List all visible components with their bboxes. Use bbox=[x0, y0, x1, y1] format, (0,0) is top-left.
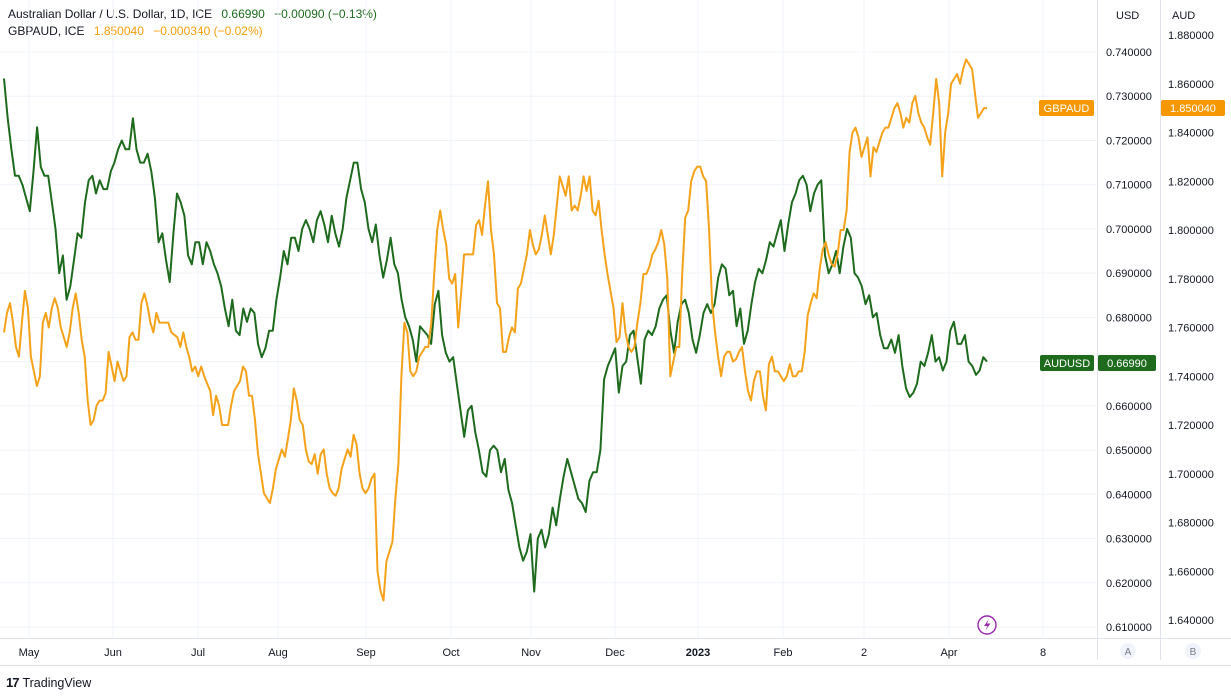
aud-tick-label: 1.860000 bbox=[1168, 79, 1214, 91]
time-tick-label: 8 bbox=[1040, 647, 1046, 659]
audusd-price-badge-text: 0.66990 bbox=[1107, 358, 1147, 370]
time-tick-label: Apr bbox=[940, 647, 957, 659]
aud-tick-label: 1.760000 bbox=[1168, 323, 1214, 335]
legend-last-audusd: 0.66990 bbox=[221, 7, 265, 21]
aud-tick-label: 1.680000 bbox=[1168, 518, 1214, 530]
lightning-icon[interactable] bbox=[977, 615, 997, 635]
time-tick-label: May bbox=[19, 647, 40, 659]
series-layer bbox=[3, 58, 988, 602]
legend-change-gbpaud: −0.000340 bbox=[153, 24, 211, 38]
aud-tick-label: 1.640000 bbox=[1168, 615, 1214, 627]
time-tick-label: Jun bbox=[104, 647, 122, 659]
gbpaud-badges: GBPAUD 1.850040 bbox=[1039, 100, 1225, 116]
usd-tick-label: 0.720000 bbox=[1106, 135, 1152, 147]
time-tick-label: Nov bbox=[521, 647, 541, 659]
time-tick-label: Jul bbox=[191, 647, 205, 659]
legend-change-pct-gbpaud: (−0.02%) bbox=[213, 24, 263, 38]
audusd-price-badge bbox=[1098, 355, 1156, 371]
usd-tick-label: 0.700000 bbox=[1106, 224, 1152, 236]
time-tick-label: Sep bbox=[356, 647, 376, 659]
usd-tick-label: 0.610000 bbox=[1106, 622, 1152, 634]
tradingview-logo-icon: 17 bbox=[6, 675, 20, 690]
series-line-audusd[interactable] bbox=[3, 78, 988, 593]
gbpaud-name-badge bbox=[1039, 100, 1094, 116]
aud-tick-label: 1.700000 bbox=[1168, 469, 1214, 481]
audusd-name-badge-text: AUDUSD bbox=[1044, 358, 1091, 370]
aud-tick-label: 1.740000 bbox=[1168, 371, 1214, 383]
usd-tick-label: 0.620000 bbox=[1106, 578, 1152, 590]
grid-lines bbox=[0, 0, 1097, 638]
aud-tick-label: 1.660000 bbox=[1168, 566, 1214, 578]
scale-button-b[interactable]: B bbox=[1185, 643, 1201, 659]
legend-change-pct-audusd: (−0.13%) bbox=[327, 7, 377, 21]
scale-button-a-label: A bbox=[1125, 647, 1132, 658]
usd-tick-label: 0.690000 bbox=[1106, 268, 1152, 280]
usd-tick-label: 0.710000 bbox=[1106, 180, 1152, 192]
gbpaud-price-badge-text: 1.850040 bbox=[1170, 103, 1216, 115]
legend-symbol-gbpaud: GBPAUD, ICE bbox=[8, 24, 85, 38]
aud-tick-label: 1.780000 bbox=[1168, 274, 1214, 286]
gbpaud-name-badge-text: GBPAUD bbox=[1044, 103, 1090, 115]
legend-last-gbpaud: 1.850040 bbox=[93, 24, 144, 38]
legend-row-gbpaud: GBPAUD, ICE 1.850040 −0.000340 (−0.02%) bbox=[8, 23, 377, 40]
time-tick-label: Dec bbox=[605, 647, 625, 659]
aud-tick-label: 1.820000 bbox=[1168, 176, 1214, 188]
usd-tick-label: 0.730000 bbox=[1106, 91, 1152, 103]
audusd-badges: AUDUSD 0.66990 bbox=[1040, 355, 1156, 371]
time-tick-label: Feb bbox=[774, 647, 793, 659]
aud-tick-label: 1.880000 bbox=[1168, 30, 1214, 42]
time-tick-label: 2 bbox=[861, 647, 867, 659]
aud-tick-label: 1.840000 bbox=[1168, 128, 1214, 140]
aud-scale-label: AUD bbox=[1172, 10, 1195, 22]
usd-tick-label: 0.640000 bbox=[1106, 489, 1152, 501]
usd-tick-label: 0.660000 bbox=[1106, 401, 1152, 413]
usd-scale-label: USD bbox=[1116, 10, 1139, 22]
usd-tick-label: 0.680000 bbox=[1106, 312, 1152, 324]
axis-labels: 0.740000 0.730000 0.720000 0.710000 0.700000… bbox=[19, 30, 1214, 659]
chart-legend: Australian Dollar / U.S. Dollar, 1D, ICE… bbox=[8, 6, 377, 40]
audusd-name-badge bbox=[1040, 355, 1094, 371]
aud-tick-label: 1.800000 bbox=[1168, 225, 1214, 237]
series-line-gbpaud[interactable] bbox=[3, 58, 987, 602]
time-tick-label: Aug bbox=[268, 647, 288, 659]
scale-button-a[interactable]: A bbox=[1120, 643, 1136, 659]
usd-tick-label: 0.740000 bbox=[1106, 47, 1152, 59]
gbpaud-price-badge bbox=[1161, 100, 1225, 116]
usd-tick-label: 0.650000 bbox=[1106, 445, 1152, 457]
time-tick-label: Oct bbox=[442, 647, 459, 659]
usd-tick-label: 0.630000 bbox=[1106, 534, 1152, 546]
legend-symbol-audusd: Australian Dollar / U.S. Dollar, 1D, ICE bbox=[8, 7, 213, 21]
scale-button-b-label: B bbox=[1190, 647, 1197, 658]
tradingview-footer[interactable]: 17 TradingView bbox=[6, 675, 91, 690]
legend-row-audusd: Australian Dollar / U.S. Dollar, 1D, ICE… bbox=[8, 6, 377, 23]
legend-change-audusd: −0.00090 bbox=[274, 7, 325, 21]
tradingview-brand: TradingView bbox=[22, 675, 92, 690]
aud-tick-label: 1.720000 bbox=[1168, 420, 1214, 432]
time-tick-label: 2023 bbox=[686, 647, 710, 659]
